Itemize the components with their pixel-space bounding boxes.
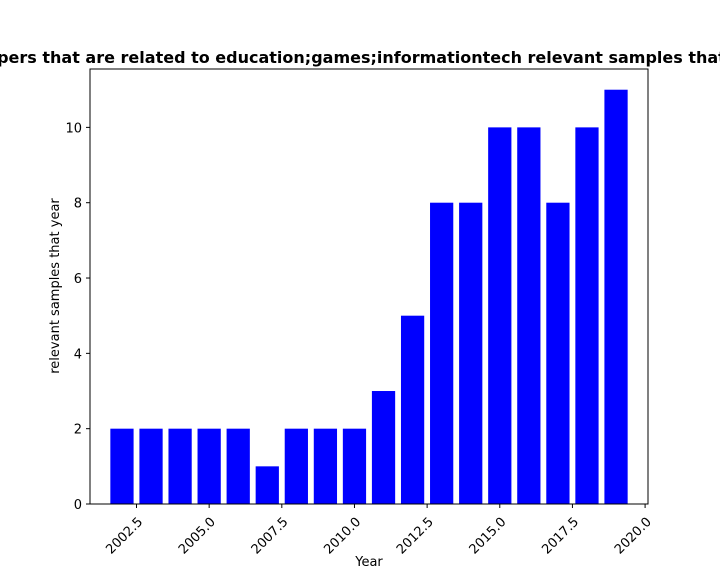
chart-title: Number of papers that are related to edu… bbox=[0, 48, 720, 67]
bar-2006 bbox=[226, 428, 250, 504]
y-ticks-group: 0 2 4 6 8 10 bbox=[65, 121, 90, 513]
bars-group bbox=[110, 89, 628, 505]
bar-2004 bbox=[168, 428, 192, 504]
bar-2007 bbox=[255, 466, 279, 504]
bar-2005 bbox=[197, 428, 221, 504]
y-tick-label: 4 bbox=[74, 347, 82, 362]
bar-2009 bbox=[313, 428, 338, 504]
bar-2019 bbox=[604, 89, 628, 504]
y-tick-label: 0 bbox=[74, 498, 82, 513]
bar-2008 bbox=[284, 428, 308, 504]
bar-2013 bbox=[430, 202, 454, 504]
y-axis-label: relevant samples that year bbox=[48, 198, 63, 374]
bar-2010 bbox=[342, 428, 367, 504]
bar-2003 bbox=[139, 428, 163, 504]
plot-frame bbox=[89, 68, 649, 505]
y-tick-label: 6 bbox=[74, 272, 82, 287]
bar-2017 bbox=[546, 202, 570, 504]
bar-2012 bbox=[400, 315, 425, 504]
bar-2014 bbox=[459, 202, 483, 504]
bar-2011 bbox=[371, 391, 396, 504]
y-tick-label: 8 bbox=[74, 197, 82, 212]
bar-2018 bbox=[575, 127, 599, 505]
x-axis-label: Year bbox=[354, 555, 383, 570]
y-tick-label: 2 bbox=[74, 423, 82, 438]
bar-2016 bbox=[517, 127, 541, 505]
bar-2002 bbox=[110, 428, 134, 504]
bar-2015 bbox=[488, 127, 512, 505]
y-tick-label: 10 bbox=[65, 121, 82, 136]
